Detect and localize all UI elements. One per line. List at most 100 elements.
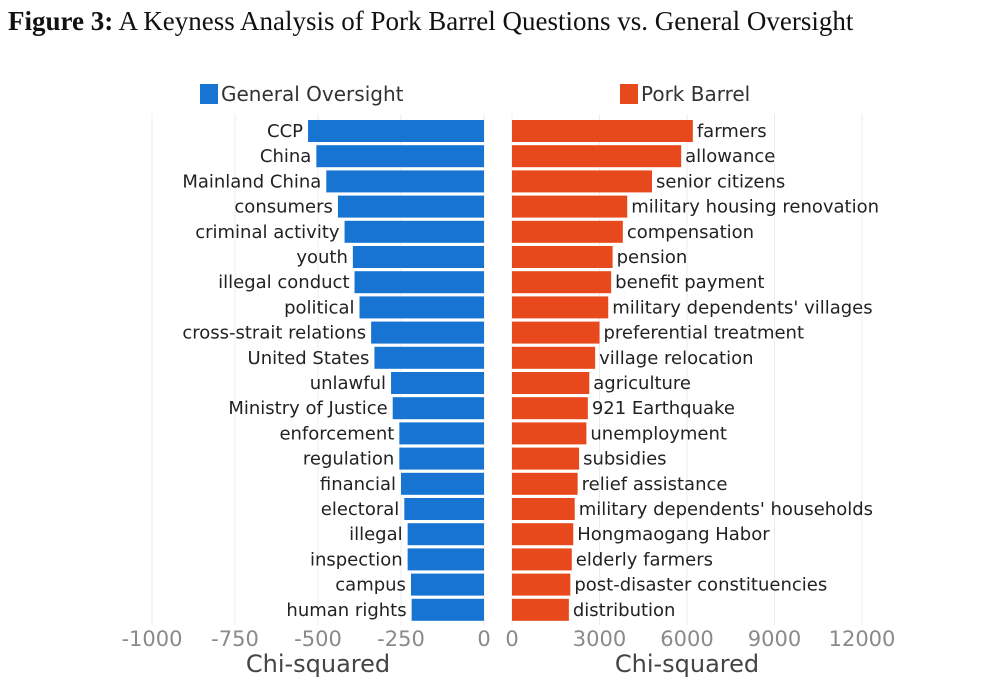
legend-label: Pork Barrel [641,82,750,106]
bar [407,548,484,571]
bar [359,296,484,319]
legend-swatch [200,84,218,104]
tick-label: 0 [477,627,490,651]
axis-title: Chi-squared [246,650,390,678]
bar [326,170,484,193]
axis-title: Chi-squared [615,650,759,678]
bar [512,321,600,344]
tick-label: -750 [211,627,259,651]
tick-label: 12000 [829,627,896,651]
category-label: agriculture [593,373,691,394]
category-label: financial [320,474,396,495]
category-label: elderly farmers [576,549,713,570]
category-label: post-disaster constituencies [574,575,827,596]
category-label: campus [335,575,406,596]
category-label: Mainland China [182,171,321,192]
category-label: Hongmaogang Habor [577,524,770,545]
category-label: criminal activity [195,222,340,243]
bar [512,195,628,218]
legend-swatch [620,84,638,104]
category-label: unlawful [310,373,386,394]
bar [407,523,484,546]
bar [344,220,484,243]
bar [392,397,484,420]
category-label: military housing renovation [631,197,879,218]
bar [512,523,574,546]
bar [410,573,484,596]
category-label: benefit payment [615,272,764,293]
bar [512,271,612,294]
category-label: Ministry of Justice [228,398,387,419]
bar [371,321,484,344]
bar [401,472,484,495]
bar [512,397,588,420]
bar [308,120,484,142]
category-label: subsidies [583,449,666,470]
bar [354,271,484,294]
bar [316,145,484,168]
tick-label: -250 [377,627,425,651]
bar [512,498,575,520]
bar [512,447,580,470]
tick-label: 6000 [660,627,713,651]
category-label: preferential treatment [604,323,805,344]
category-label: distribution [573,600,676,621]
category-label: military dependents' households [579,499,873,520]
bar [512,372,590,394]
category-label: United States [248,348,370,369]
category-label: relief assistance [582,474,728,495]
category-label: inspection [310,549,403,570]
bar [512,296,609,319]
bar [352,246,484,268]
tick-label: -500 [294,627,342,651]
legend-label: General Oversight [221,82,404,106]
category-label: cross-strait relations [182,323,366,344]
category-label: consumers [234,197,333,218]
tick-label: 0 [505,627,518,651]
bar [512,548,572,571]
bar [512,220,623,243]
bar [337,195,484,218]
category-label: senior citizens [656,171,785,192]
bar [512,246,613,268]
tick-label: 9000 [748,627,801,651]
bar [512,573,571,596]
category-label: CCP [267,121,303,142]
bar [512,598,569,621]
category-label: farmers [697,121,767,142]
category-label: village relocation [599,348,753,369]
bar [512,170,652,193]
category-label: pension [617,247,688,268]
category-label: China [260,146,311,167]
category-label: 921 Earthquake [592,398,735,419]
category-label: enforcement [279,423,394,444]
category-label: allowance [685,146,775,167]
bar [404,498,484,520]
bar [411,598,484,621]
bar [399,447,484,470]
category-label: youth [296,247,348,268]
category-label: compensation [627,222,754,243]
category-label: unemployment [590,423,727,444]
figure-title: Figure 3: A Keyness Analysis of Pork Bar… [8,6,998,37]
category-label: human rights [286,600,406,621]
category-label: regulation [303,449,394,470]
bar [391,372,484,394]
category-label: political [284,297,354,318]
tick-label: -1000 [121,627,182,651]
bar [399,422,484,445]
bar [512,472,578,495]
bar [512,145,682,168]
bar [512,346,596,369]
bar [512,422,587,445]
tick-label: 3000 [573,627,626,651]
bar [374,346,484,369]
category-label: illegal conduct [218,272,349,293]
figure-label: Figure 3: [8,6,114,36]
category-label: military dependents' villages [612,297,872,318]
category-label: electoral [321,499,400,520]
bar [512,120,693,142]
category-label: illegal [349,524,403,545]
figure-title-text: A Keyness Analysis of Pork Barrel Questi… [118,6,854,36]
